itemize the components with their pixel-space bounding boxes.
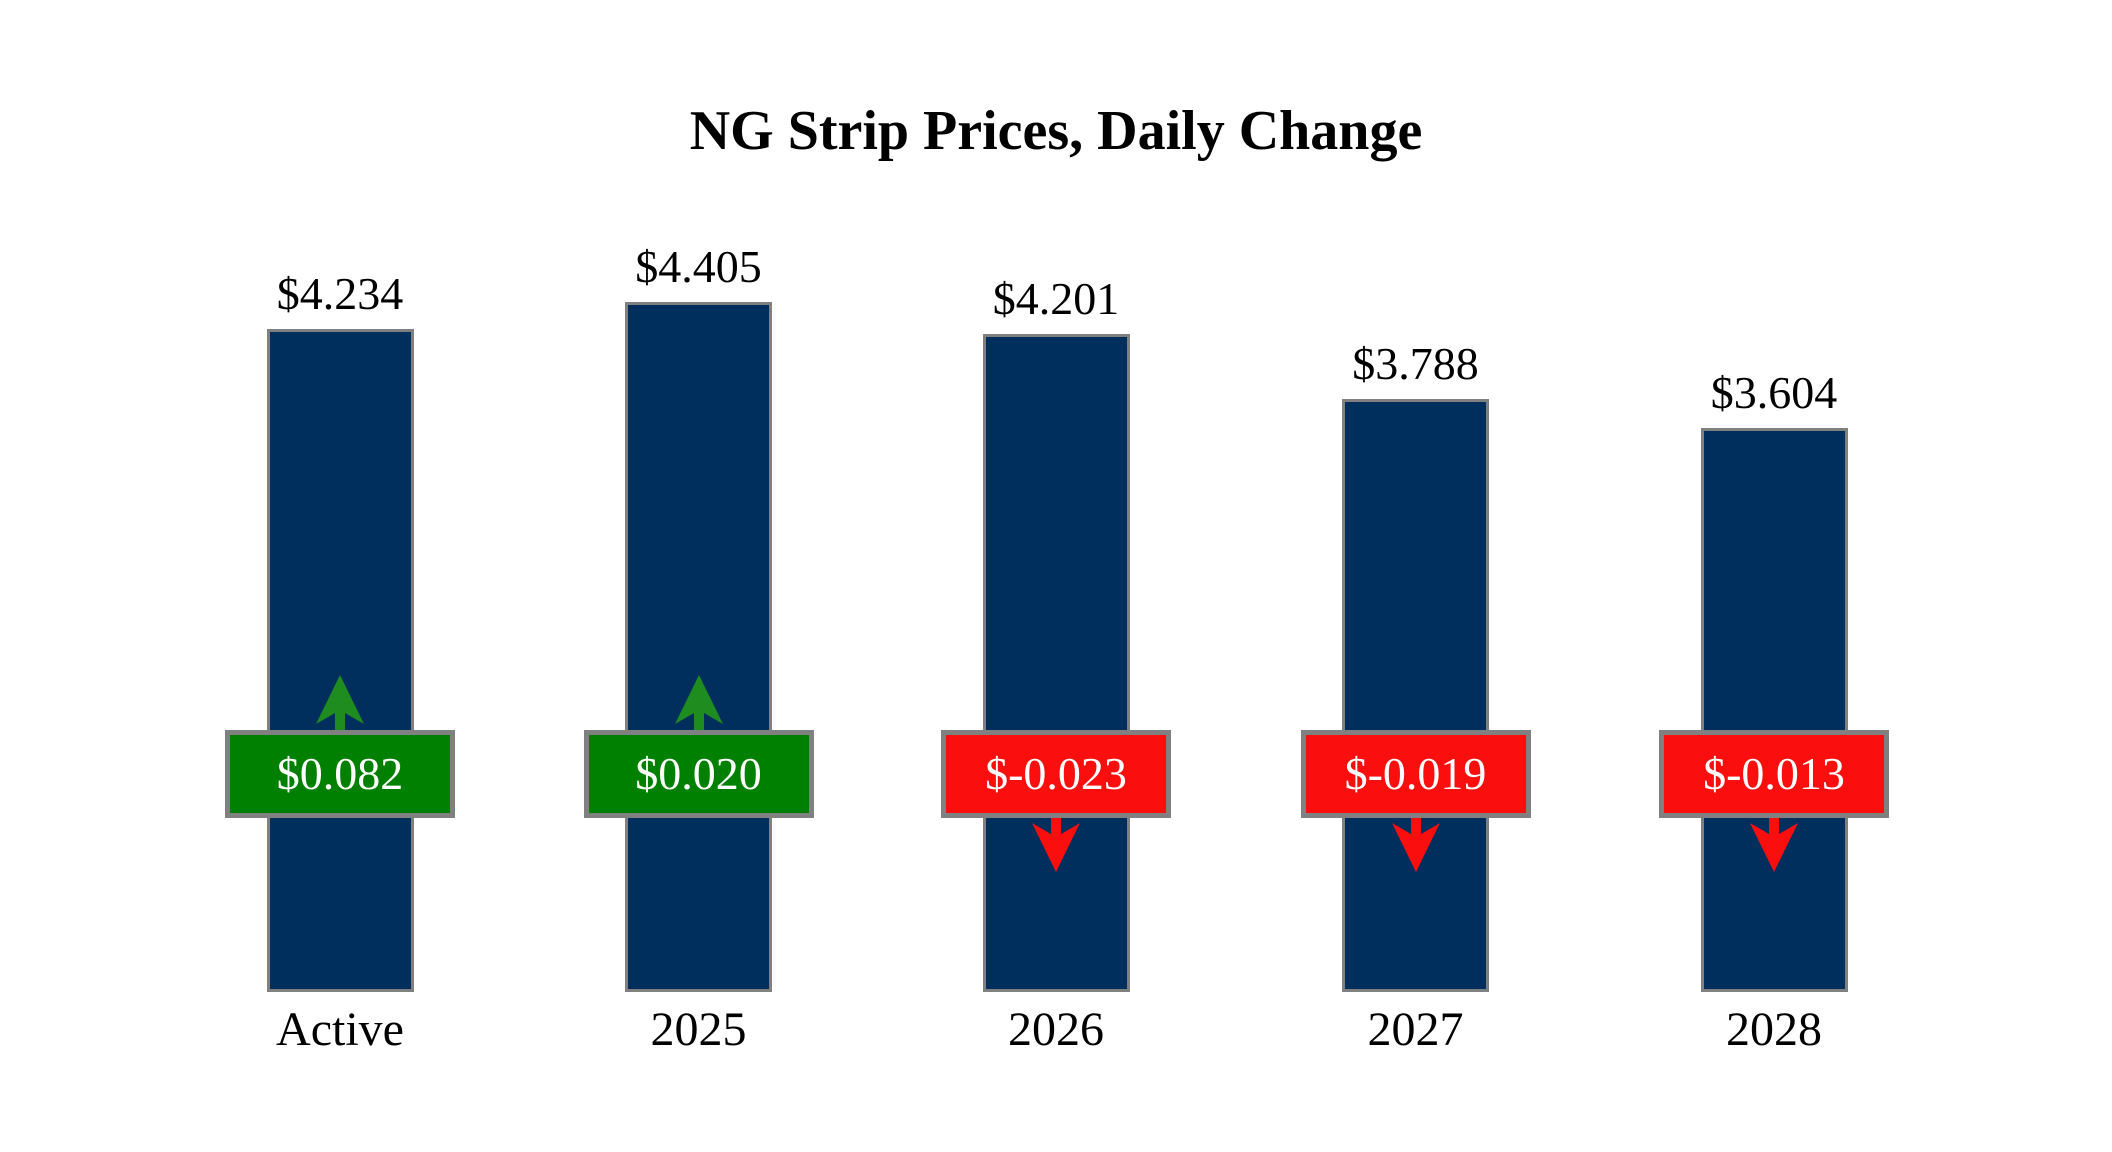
down-arrow-icon — [1388, 816, 1444, 872]
price-label: $4.234 — [276, 268, 404, 319]
up-arrow-icon — [312, 675, 368, 731]
daily-change-label: $-0.019 — [1344, 748, 1487, 799]
price-bar — [266, 329, 414, 992]
price-label: $4.201 — [992, 273, 1120, 324]
daily-change-label: $-0.013 — [1703, 748, 1845, 799]
category-label: 2025 — [650, 1003, 747, 1056]
daily-change-label: $0.082 — [276, 748, 404, 799]
price-label: $3.788 — [1352, 338, 1479, 389]
category-label: 2028 — [1726, 1003, 1822, 1056]
price-label: $4.405 — [635, 241, 762, 292]
up-arrow-icon — [671, 675, 727, 731]
price-bar — [982, 334, 1130, 992]
price-bar — [625, 302, 772, 992]
daily-change-box-positive: $0.020 — [583, 730, 814, 818]
category-label: 2027 — [1367, 1003, 1464, 1056]
daily-change-box-positive: $0.082 — [225, 730, 455, 818]
price-label: $3.604 — [1710, 367, 1838, 418]
price-bar — [1342, 399, 1489, 992]
daily-change-box-negative: $-0.019 — [1300, 730, 1531, 818]
category-label: 2026 — [1008, 1003, 1104, 1056]
down-arrow-icon — [1746, 816, 1802, 872]
daily-change-label: $-0.023 — [985, 748, 1127, 799]
daily-change-box-negative: $-0.013 — [1659, 730, 1889, 818]
category-label: Active — [276, 1003, 404, 1056]
daily-change-label: $0.020 — [635, 748, 762, 799]
price-bar — [1700, 428, 1848, 992]
daily-change-box-negative: $-0.023 — [941, 730, 1171, 818]
chart-title: NG Strip Prices, Daily Change — [689, 100, 1423, 162]
down-arrow-icon — [1028, 816, 1084, 872]
